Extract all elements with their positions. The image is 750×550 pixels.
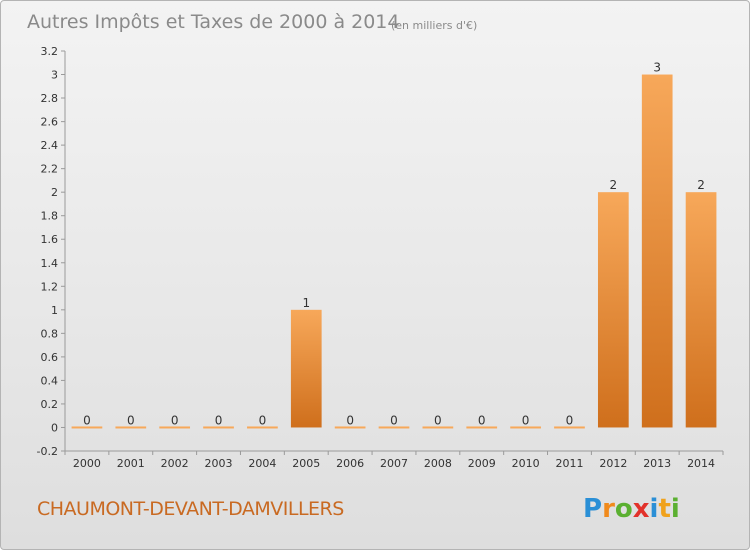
y-tick-label: 0.8: [41, 327, 59, 340]
bar: [597, 192, 629, 428]
bar: [466, 426, 498, 429]
bar: [554, 426, 585, 429]
y-axis: -0.2 0 0.2 0.4 0.6 0.8 1 1.2 1.4 1.6 1.8 2 2.2 2.4 2.6…: [37, 45, 66, 458]
logo-letter: t: [658, 494, 670, 524]
data-label: 0: [522, 413, 530, 427]
x-tick-label: 2014: [687, 457, 715, 470]
data-label: 0: [478, 413, 486, 427]
chart-unit: (en milliers d'€): [391, 19, 477, 32]
data-labels: 0 0 0 0 0 1 0 0 0 0 0 0 2 3 2: [83, 61, 705, 428]
x-tick-label: 2007: [380, 457, 408, 470]
x-tick-label: 2002: [161, 457, 189, 470]
data-label: 3: [653, 61, 661, 75]
y-tick-label: 2.2: [41, 163, 59, 176]
x-tick-label: 2013: [643, 457, 671, 470]
x-tick-label: 2012: [599, 457, 627, 470]
x-tick-label: 2004: [248, 457, 276, 470]
x-tick-label: 2000: [73, 457, 101, 470]
bar: [641, 74, 673, 428]
y-tick-label: 2.4: [41, 139, 59, 152]
bar: [290, 309, 322, 428]
bar: [378, 426, 410, 429]
y-tick-label: 2: [51, 186, 58, 199]
logo-letter: i: [650, 494, 659, 524]
data-label: 1: [302, 296, 310, 310]
data-label: 0: [127, 413, 135, 427]
data-label: 0: [259, 413, 267, 427]
x-tick-label: 2011: [555, 457, 583, 470]
x-axis: 2000 2001 2002 2003 2004 2005 2006 2007 2008 2009…: [64, 450, 724, 470]
bar: [685, 192, 717, 428]
bar: [422, 426, 454, 429]
y-tick-label: 0: [51, 421, 58, 434]
y-tick-label: 2.8: [41, 92, 59, 105]
x-tick-label: 2009: [468, 457, 496, 470]
x-tick-label: 2003: [205, 457, 233, 470]
proxiti-logo: Proxiti: [583, 494, 680, 524]
y-tick-label: 1.6: [41, 233, 59, 246]
y-tick-label: -0.2: [37, 445, 58, 458]
bar: [247, 426, 278, 429]
data-label: 0: [390, 413, 398, 427]
logo-letter: o: [615, 494, 633, 524]
x-tick-label: 2010: [512, 457, 540, 470]
bar: [203, 426, 234, 429]
y-tick-label: 0.6: [41, 351, 59, 364]
logo-letter: P: [583, 494, 602, 524]
x-tick-label: 2006: [336, 457, 364, 470]
y-tick-label: 0.2: [41, 398, 59, 411]
bar: [510, 426, 541, 429]
bar: [334, 426, 366, 429]
data-label: 0: [215, 413, 223, 427]
logo-letter: r: [602, 494, 615, 524]
commune-name: CHAUMONT-DEVANT-DAMVILLERS: [37, 498, 344, 520]
data-label: 0: [171, 413, 179, 427]
logo-letter: x: [633, 494, 650, 524]
data-label: 0: [566, 413, 574, 427]
data-label: 0: [346, 413, 354, 427]
y-tick-label: 1: [51, 304, 58, 317]
y-tick-label: 3: [51, 69, 58, 82]
y-tick-label: 3.2: [41, 45, 59, 58]
bar: [115, 426, 147, 429]
data-label: 0: [83, 413, 91, 427]
x-tick-label: 2001: [117, 457, 145, 470]
y-tick-label: 2.6: [41, 116, 59, 129]
y-tick-label: 1.2: [41, 280, 59, 293]
chart-title: Autres Impôts et Taxes de 2000 à 2014: [27, 11, 400, 33]
bar: [71, 426, 103, 429]
y-tick-label: 1.4: [41, 257, 59, 270]
data-label: 0: [434, 413, 442, 427]
logo-letter: i: [671, 494, 680, 524]
y-tick-label: 1.8: [41, 210, 59, 223]
bars: [71, 74, 717, 429]
data-label: 2: [610, 178, 618, 192]
y-tick-label: 0.4: [41, 374, 59, 387]
x-tick-label: 2005: [292, 457, 320, 470]
data-label: 2: [697, 178, 705, 192]
bar: [159, 426, 191, 429]
x-tick-label: 2008: [424, 457, 452, 470]
